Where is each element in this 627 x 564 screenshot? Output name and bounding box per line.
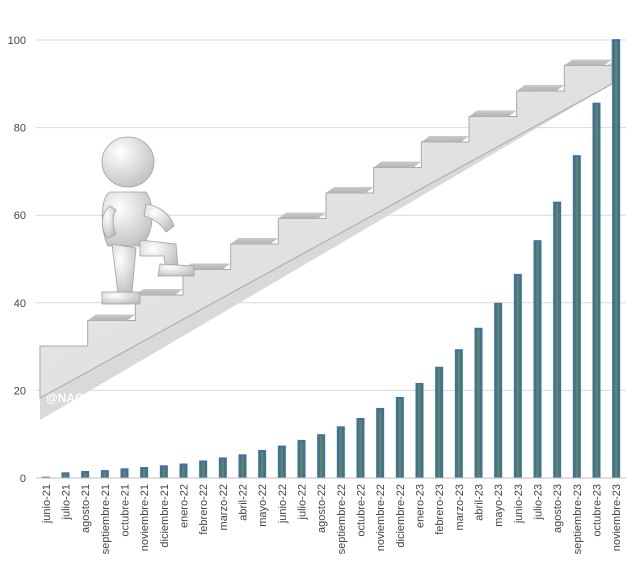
y-tick-label: 20: [14, 385, 26, 397]
watermark-text: @NACHO REDONDO: [46, 391, 166, 405]
bar-highlight: [182, 465, 185, 478]
bar-highlight: [477, 329, 480, 478]
x-tick-label: julio-23: [533, 484, 545, 520]
x-tick-label: octubre-23: [592, 484, 604, 537]
bars: [41, 39, 621, 479]
bar-highlight: [142, 469, 146, 478]
x-tick-label: septiembre-23: [572, 484, 584, 554]
bar-highlight: [241, 456, 244, 478]
x-tick-label: abril-22: [238, 484, 250, 521]
stair-tread: [421, 136, 469, 142]
bar-highlight: [457, 351, 461, 478]
x-tick-label: mayo-23: [493, 484, 505, 527]
x-tick-label: agosto-23: [552, 484, 564, 533]
stair-tread: [135, 289, 183, 295]
y-tick-label: 60: [14, 210, 26, 222]
stair-tread: [516, 85, 565, 91]
bar-highlight: [280, 447, 284, 478]
x-tick-label: marzo-22: [218, 484, 230, 530]
x-tick-label: febrero-23: [434, 484, 446, 535]
x-tick-label: septiembre-21: [100, 484, 112, 554]
x-tick-label: junio-21: [41, 484, 53, 524]
bar-highlight: [418, 384, 421, 478]
x-tick-label: enero-22: [179, 484, 191, 528]
bar-highlight: [221, 459, 225, 478]
x-tick-label: octubre-21: [120, 484, 132, 537]
y-tick-label: 0: [20, 473, 26, 485]
stair-tread: [326, 187, 374, 193]
stair-tread: [278, 212, 326, 219]
x-tick-label: noviembre-21: [139, 484, 151, 551]
x-axis-ticks: junio-21 julio-21 agosto-21 septiembre-21 oc…: [41, 484, 623, 554]
y-tick-label: 40: [14, 298, 26, 310]
y-tick-label: 80: [14, 123, 26, 135]
bar-highlight: [201, 462, 205, 478]
bar-highlight: [339, 428, 343, 478]
climbing-figure: [101, 136, 195, 305]
bar-highlight: [575, 157, 579, 478]
bar-highlight: [300, 441, 303, 478]
bar-highlight: [260, 451, 264, 478]
bar-highlight: [359, 419, 362, 478]
bar-highlight: [496, 304, 500, 478]
x-tick-label: agosto-22: [316, 484, 328, 533]
x-tick-label: marzo-23: [454, 484, 466, 530]
x-tick-label: julio-21: [61, 484, 73, 520]
bar-highlight: [398, 398, 402, 478]
bar-highlight: [162, 467, 166, 478]
bar-highlight: [614, 41, 618, 479]
bar-highlight: [595, 104, 598, 478]
x-tick-label: junio-23: [513, 484, 525, 524]
x-tick-label: septiembre-22: [336, 484, 348, 554]
x-tick-label: abril-23: [474, 484, 486, 521]
x-tick-label: diciembre-21: [159, 484, 171, 548]
y-axis-ticks: 0 20 40 60 80 100: [8, 35, 26, 485]
x-tick-label: mayo-22: [257, 484, 269, 527]
bar-highlight: [536, 242, 539, 478]
y-tick-label: 100: [8, 35, 26, 47]
x-tick-label: diciembre-22: [395, 484, 407, 548]
bar-highlight: [103, 472, 107, 478]
x-tick-label: febrero-22: [198, 484, 210, 535]
bar-highlight: [378, 409, 382, 478]
staircase-illustration: @NACHO REDONDO: [39, 40, 613, 420]
bar-highlight: [437, 368, 441, 478]
x-tick-label: julio-22: [297, 484, 309, 520]
stair-tread: [469, 110, 517, 117]
stair-tread: [183, 263, 231, 270]
bar-highlight: [83, 472, 87, 478]
x-tick-label: agosto-21: [80, 484, 92, 533]
bar-highlight: [516, 275, 520, 478]
x-tick-label: junio-22: [277, 484, 289, 524]
x-tick-label: noviembre-22: [375, 484, 387, 551]
stair-tread: [373, 161, 422, 168]
x-tick-label: enero-23: [415, 484, 427, 528]
bar-highlight: [64, 474, 67, 478]
x-tick-label: octubre-22: [356, 484, 368, 537]
stair-tread: [230, 238, 279, 244]
stair-tread: [87, 314, 136, 321]
stair-tread: [564, 59, 612, 66]
bar: [41, 476, 50, 478]
bar-highlight: [555, 203, 559, 478]
bar-highlight: [319, 436, 323, 478]
bar-highlight: [123, 470, 126, 478]
x-tick-label: noviembre-23: [611, 484, 623, 551]
